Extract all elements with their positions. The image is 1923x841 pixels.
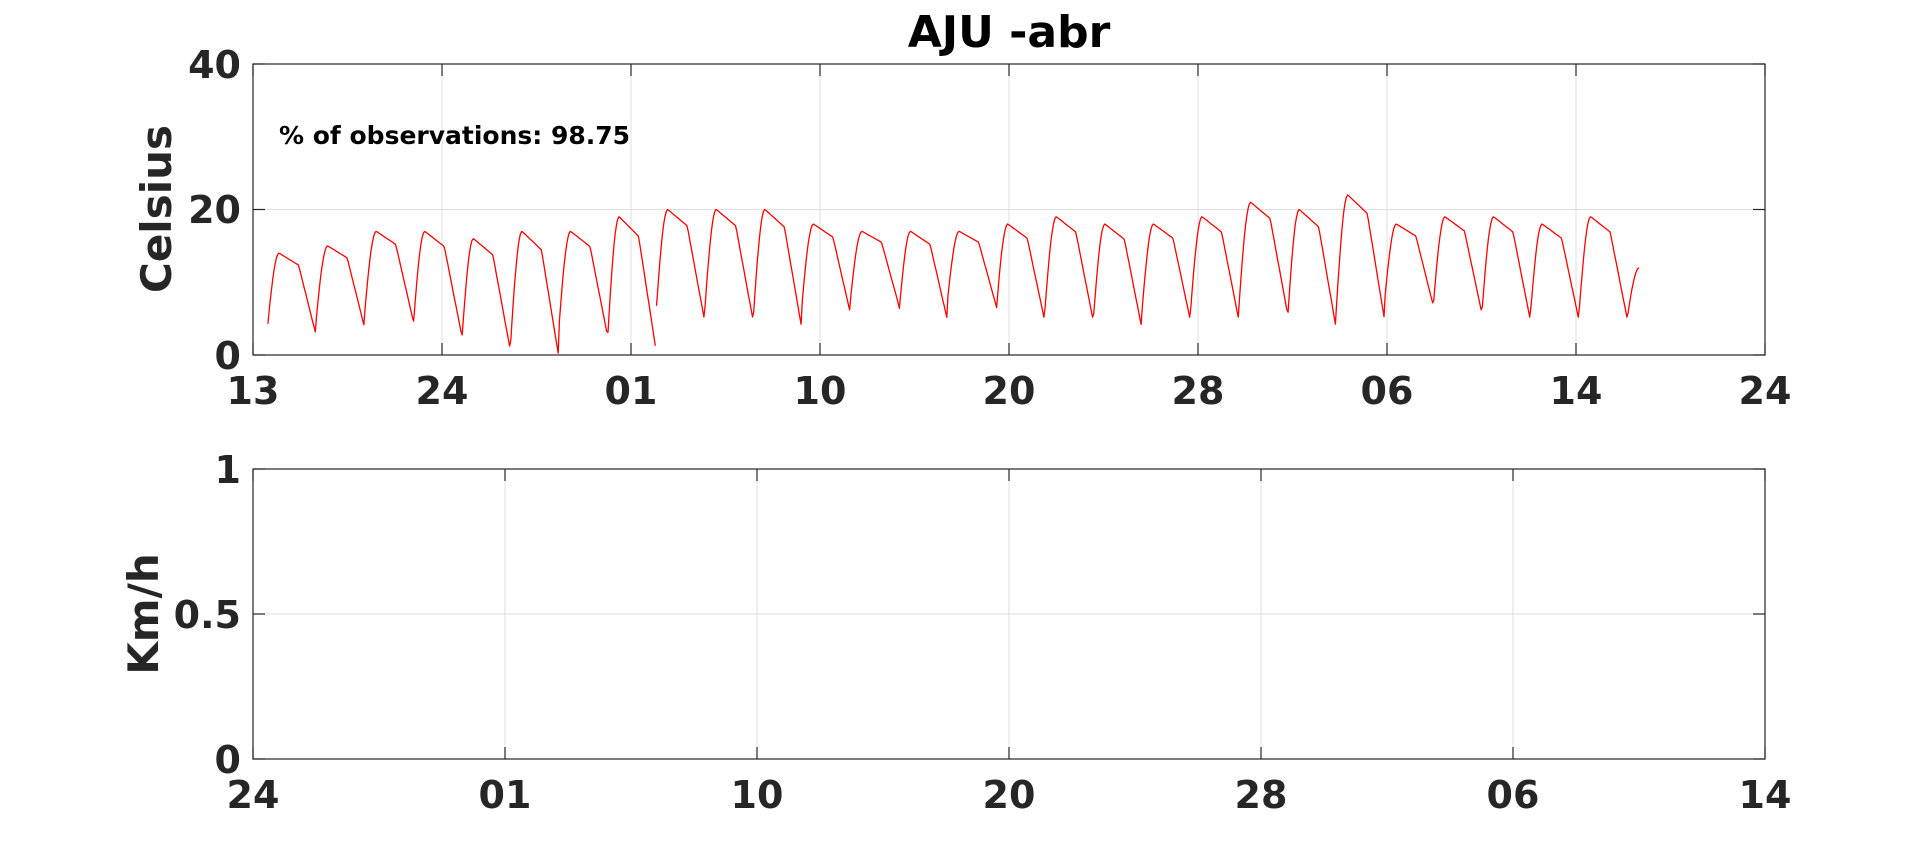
- wind-speed-y-tick-label: 1: [215, 448, 241, 492]
- temperature-x-tick-label: 20: [983, 369, 1036, 413]
- temperature-x-tick-label: 13: [227, 369, 280, 413]
- temperature-series-line: [267, 194, 1640, 354]
- wind-speed-x-tick-label: 28: [1235, 773, 1288, 817]
- temperature-x-tick-label: 24: [416, 369, 469, 413]
- wind-speed-x-tick-label: 10: [731, 773, 784, 817]
- wind-speed-x-tick-label: 06: [1487, 773, 1540, 817]
- observations-percentage-annotation: % of observations: 98.75: [279, 121, 630, 150]
- wind-speed-x-tick-label: 14: [1739, 773, 1792, 817]
- chart-title: AJU -abr: [908, 7, 1111, 58]
- wind-speed-gridlines: [253, 469, 1765, 759]
- temperature-y-tick-label: 20: [188, 188, 241, 232]
- temperature-x-tick-label: 28: [1172, 369, 1225, 413]
- temperature-x-tick-label: 24: [1739, 369, 1792, 413]
- temperature-y-tick-label: 0: [215, 334, 241, 378]
- temperature-series: [267, 194, 1640, 354]
- temperature-y-tick-label: 40: [188, 43, 241, 87]
- temperature-x-tick-label: 14: [1550, 369, 1603, 413]
- wind-speed-y-axis-label: Km/h: [119, 553, 168, 675]
- temperature-x-tick-label: 01: [605, 369, 658, 413]
- wind-speed-panel: Km/h 0 0.5 1 24 01 10 20 28 06 14: [119, 448, 1791, 817]
- temperature-x-tick-label: 10: [794, 369, 847, 413]
- wind-speed-y-tick-label: 0.5: [174, 593, 241, 637]
- temperature-panel: AJU -abr Celsius 0 20 40 13 24 01 10 20 …: [132, 7, 1791, 413]
- temperature-x-tick-label: 06: [1361, 369, 1414, 413]
- wind-speed-x-tick-label: 01: [479, 773, 532, 817]
- wind-speed-y-tick-label: 0: [215, 738, 241, 782]
- wind-speed-x-tick-label: 20: [983, 773, 1036, 817]
- wind-speed-tick-marks: [252, 468, 1766, 760]
- temperature-tick-marks: [252, 63, 1766, 356]
- temperature-y-axis-label: Celsius: [132, 125, 181, 293]
- wind-speed-x-tick-label: 24: [227, 773, 280, 817]
